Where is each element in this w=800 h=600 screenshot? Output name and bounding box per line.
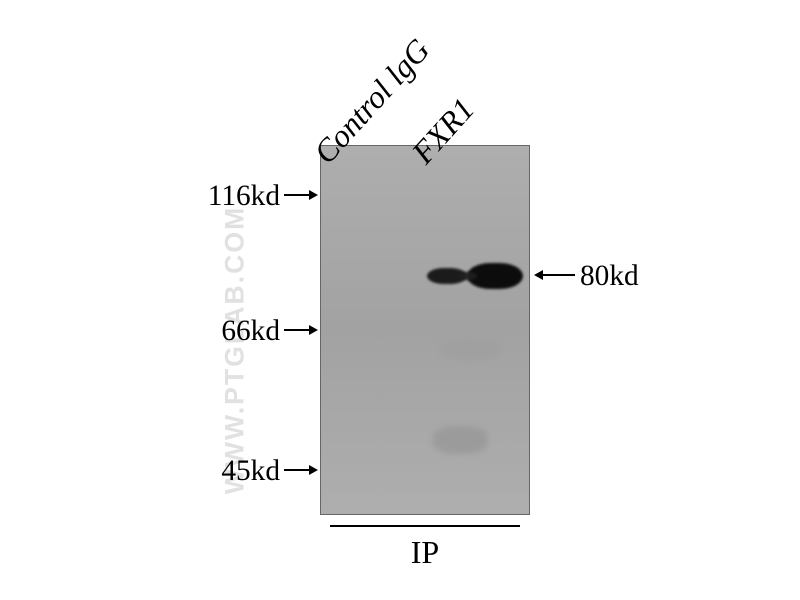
- ip-label: IP: [330, 534, 520, 571]
- mw-marker-label: 66kd: [0, 315, 280, 348]
- ip-underline: [330, 525, 520, 527]
- blot-smudge: [440, 340, 500, 360]
- band-size-callout: 80kd: [580, 260, 639, 293]
- protein-band: [459, 272, 477, 280]
- blot-membrane: [320, 145, 530, 515]
- mw-marker-label: 45kd: [0, 455, 280, 488]
- ip-western-blot-figure: WWW.PTGLAB.COM Control lgGFXR1 116kd66kd…: [0, 0, 800, 600]
- mw-marker-label: 116kd: [0, 180, 280, 213]
- watermark-text: WWW.PTGLAB.COM: [220, 206, 251, 495]
- blot-smudge: [433, 426, 488, 454]
